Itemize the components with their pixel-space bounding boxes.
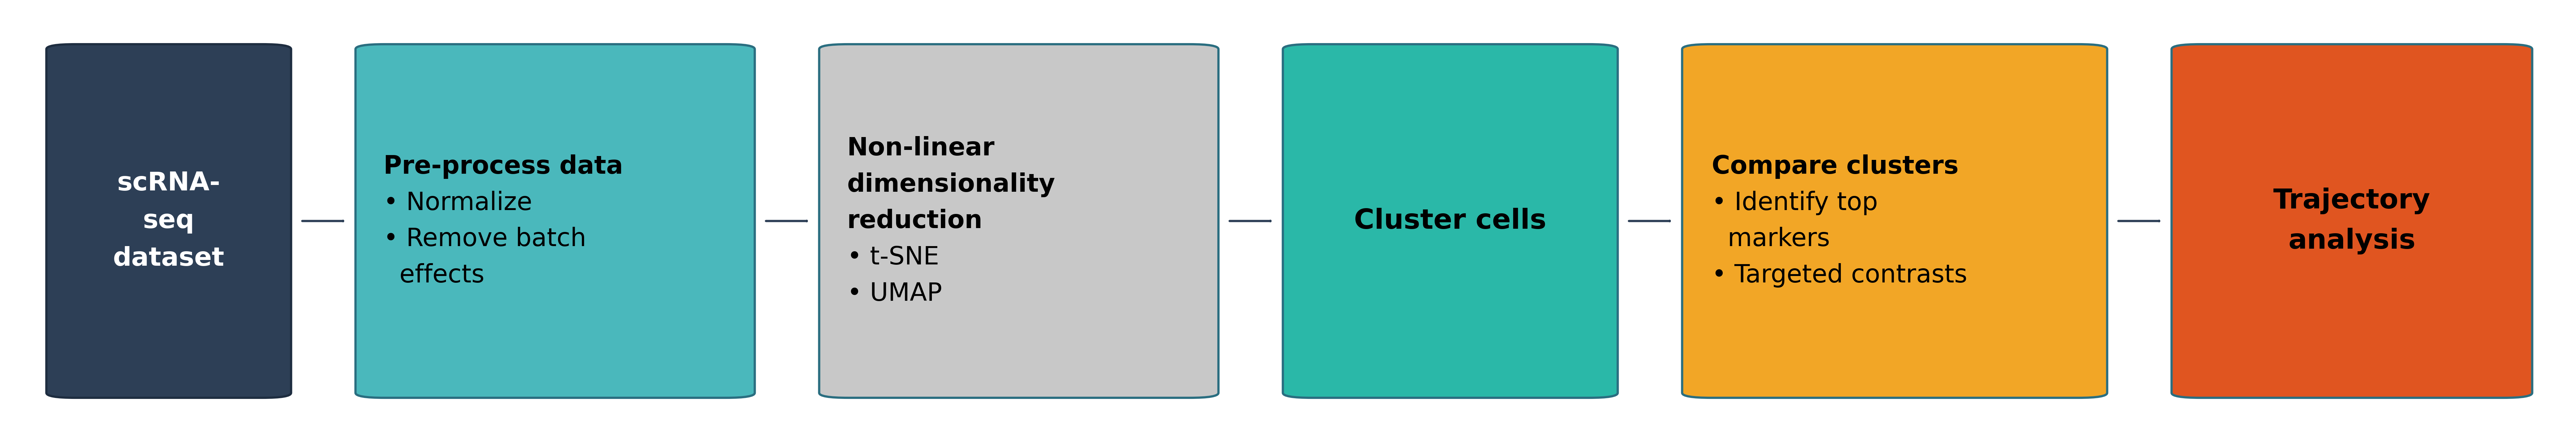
FancyBboxPatch shape [819,44,1218,398]
Text: Pre-process data: Pre-process data [384,154,623,179]
Text: • t-SNE: • t-SNE [848,245,940,270]
Text: Trajectory: Trajectory [2275,187,2429,214]
Text: • UMAP: • UMAP [848,282,943,306]
FancyBboxPatch shape [355,44,755,398]
Text: analysis: analysis [2287,228,2416,255]
FancyBboxPatch shape [2172,44,2532,398]
FancyBboxPatch shape [46,44,291,398]
Text: reduction: reduction [848,209,981,233]
Text: Non-linear: Non-linear [848,136,994,160]
Text: dimensionality: dimensionality [848,172,1056,197]
FancyBboxPatch shape [1682,44,2107,398]
Text: effects: effects [384,263,484,288]
Text: scRNA-: scRNA- [116,171,222,196]
Text: • Identify top: • Identify top [1713,191,1878,215]
Text: • Targeted contrasts: • Targeted contrasts [1713,263,1968,288]
FancyBboxPatch shape [1283,44,1618,398]
Text: Compare clusters: Compare clusters [1713,154,1958,179]
Text: • Remove batch: • Remove batch [384,227,587,251]
Text: seq: seq [142,209,196,233]
Text: Cluster cells: Cluster cells [1355,208,1546,234]
Text: • Normalize: • Normalize [384,191,533,215]
Text: markers: markers [1713,227,1829,251]
Text: dataset: dataset [113,246,224,271]
